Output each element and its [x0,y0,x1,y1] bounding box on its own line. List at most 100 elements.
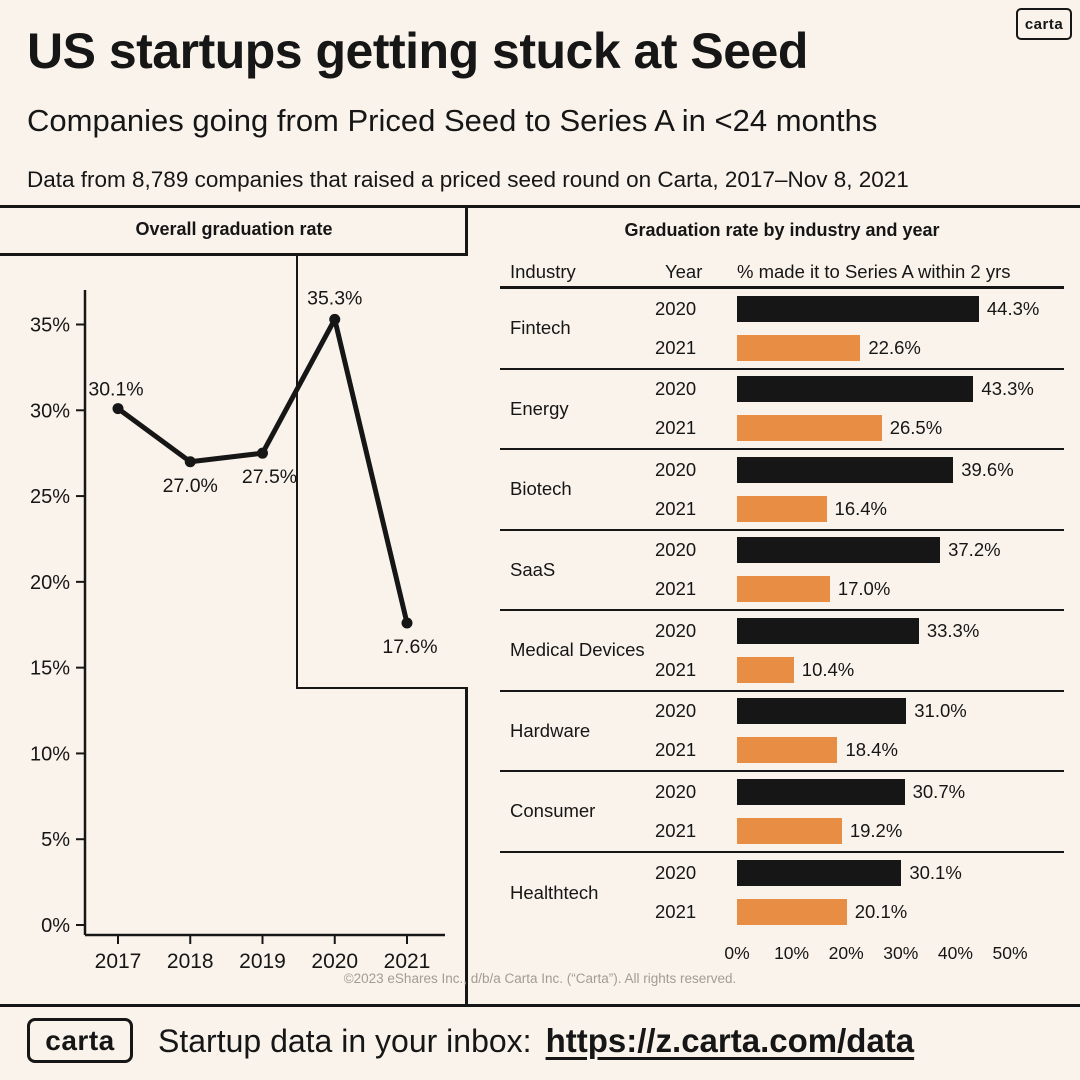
year-label: 2021 [655,497,697,519]
bar-value-label: 44.3% [986,297,1040,319]
year-label: 2020 [655,297,697,319]
carta-logo-top: carta [1016,8,1072,40]
panel-step-border-vertical [296,253,298,689]
bar-value-label: 26.5% [889,417,943,439]
bar-value-label: 16.4% [834,497,887,519]
column-header-year: Year [665,261,703,282]
year-label: 2020 [655,458,697,480]
year-label: 2020 [655,539,697,561]
year-label: 2021 [655,901,697,923]
year-label: 2021 [655,417,697,439]
bar-row: 2021 22.6% [655,328,1064,367]
bar-value-label: 10.4% [801,658,855,680]
value-bar-2021 [737,737,838,764]
bar-value-label: 30.7% [912,780,966,802]
point-value-label: 35.3% [307,287,362,309]
industry-bar-rows: 2020 30.1% 2021 20.1% [655,853,1064,934]
page-title: US startups getting stuck at Seed [27,23,808,79]
line-chart-title: Overall graduation rate [135,219,333,239]
value-bar-2021 [737,576,830,603]
carta-logo-top-text: carta [1024,15,1064,33]
newsletter-cta: Startup data in your inbox: https://z.ca… [158,1016,914,1066]
bar-track: 31.0% [737,698,1064,725]
bar-track: 43.3% [737,376,1064,403]
industry-label: SaaS [510,558,556,580]
bar-track: 30.1% [737,860,1064,887]
industry-bar-rows: 2020 30.7% 2021 19.2% [655,772,1064,851]
y-tick-label: 0% [41,915,70,937]
bar-axis-tick-label: 50% [992,943,1028,963]
value-bar-2020 [737,860,902,887]
industry-label: Healthtech [510,881,599,903]
value-bar-2020 [737,617,919,644]
industry-table-panel: Graduation rate by industry and year Ind… [500,207,1064,987]
y-tick-label: 10% [30,743,70,765]
bar-axis-tick-label: 40% [937,943,973,963]
bar-track: 18.4% [737,737,1064,764]
copyright-text: ©2023 eShares Inc., d/b/a Carta Inc. (“C… [343,971,737,986]
x-tick-label: 2017 [95,950,142,973]
value-bar-2021 [737,817,842,844]
bar-axis-tick-label: 0% [724,943,750,963]
top-divider [0,205,1080,208]
line-chart: 0% 5% 10% 15% 20% 25% 30% 35% 2017 2018 2019 2020 20… [30,287,445,973]
table-header-rule [500,286,1064,289]
value-bar-2020 [737,778,905,805]
point-value-label: 27.0% [163,475,218,497]
bar-row: 2020 39.6% [655,450,1064,489]
data-link[interactable]: https://z.carta.com/data [545,1022,915,1059]
bar-value-label: 20.1% [854,901,908,923]
value-bar-2020 [737,295,979,322]
year-label: 2021 [655,336,697,358]
industry-label: Fintech [510,317,571,339]
year-label: 2020 [655,619,697,641]
bar-track: 17.0% [737,576,1064,603]
data-point [401,617,413,629]
bar-chart-title: Graduation rate by industry and year [624,220,940,240]
year-label: 2021 [655,578,697,600]
page-subtitle: Companies going from Priced Seed to Seri… [27,103,878,138]
bar-value-label: 19.2% [849,819,903,841]
data-point [184,456,196,468]
x-tick-label: 2021 [384,950,431,973]
x-tick-label: 2018 [167,950,214,973]
carta-logo-bottom: carta [27,1018,133,1063]
bar-axis-tick-label: 30% [883,943,919,963]
value-bar-2021 [737,495,827,522]
industry-groups: Fintech 2020 44.3% 2021 22.6% Energy 2020 43.3%… [500,289,1064,933]
value-bar-2020 [737,698,907,725]
bar-row: 2021 20.1% [655,893,1064,932]
year-label: 2020 [655,378,697,400]
industry-bar-rows: 2020 44.3% 2021 22.6% [655,289,1064,368]
bar-value-label: 30.1% [909,862,962,884]
bar-track: 30.7% [737,778,1064,805]
cta-text: Startup data in your inbox: [158,1022,532,1059]
industry-label: Biotech [510,478,572,500]
bar-x-axis: 0% 10% 20% 30% 40% 50% [724,943,1057,965]
value-bar-2020 [737,456,954,483]
industry-label: Medical Devices [510,639,645,661]
data-source-note: Data from 8,789 companies that raised a … [27,167,909,192]
bar-row: 2020 33.3% [655,611,1064,650]
industry-group: SaaS 2020 37.2% 2021 17.0% [500,531,1064,611]
bar-value-label: 18.4% [845,739,898,761]
value-bar-2020 [737,376,974,403]
year-label: 2020 [655,700,697,722]
bar-row: 2021 17.0% [655,570,1064,609]
point-value-label: 27.5% [242,466,297,488]
year-label: 2021 [655,658,697,680]
bar-row: 2020 31.0% [655,692,1064,731]
bar-value-label: 17.0% [837,578,891,600]
bar-axis-tick-label: 10% [774,943,810,963]
bar-value-label: 22.6% [868,336,921,358]
industry-bar-rows: 2020 43.3% 2021 26.5% [655,370,1064,449]
year-label: 2020 [655,780,697,802]
x-tick-label: 2020 [311,950,358,973]
bar-track: 22.6% [737,334,1064,361]
value-bar-2021 [737,899,847,926]
panel-step-border-horizontal [296,687,468,689]
industry-group: Energy 2020 43.3% 2021 26.5% [500,370,1064,450]
table-header-row: Industry Year % made it to Series A with… [500,261,1064,285]
industry-group: Healthtech 2020 30.1% 2021 20.1% [500,853,1064,934]
